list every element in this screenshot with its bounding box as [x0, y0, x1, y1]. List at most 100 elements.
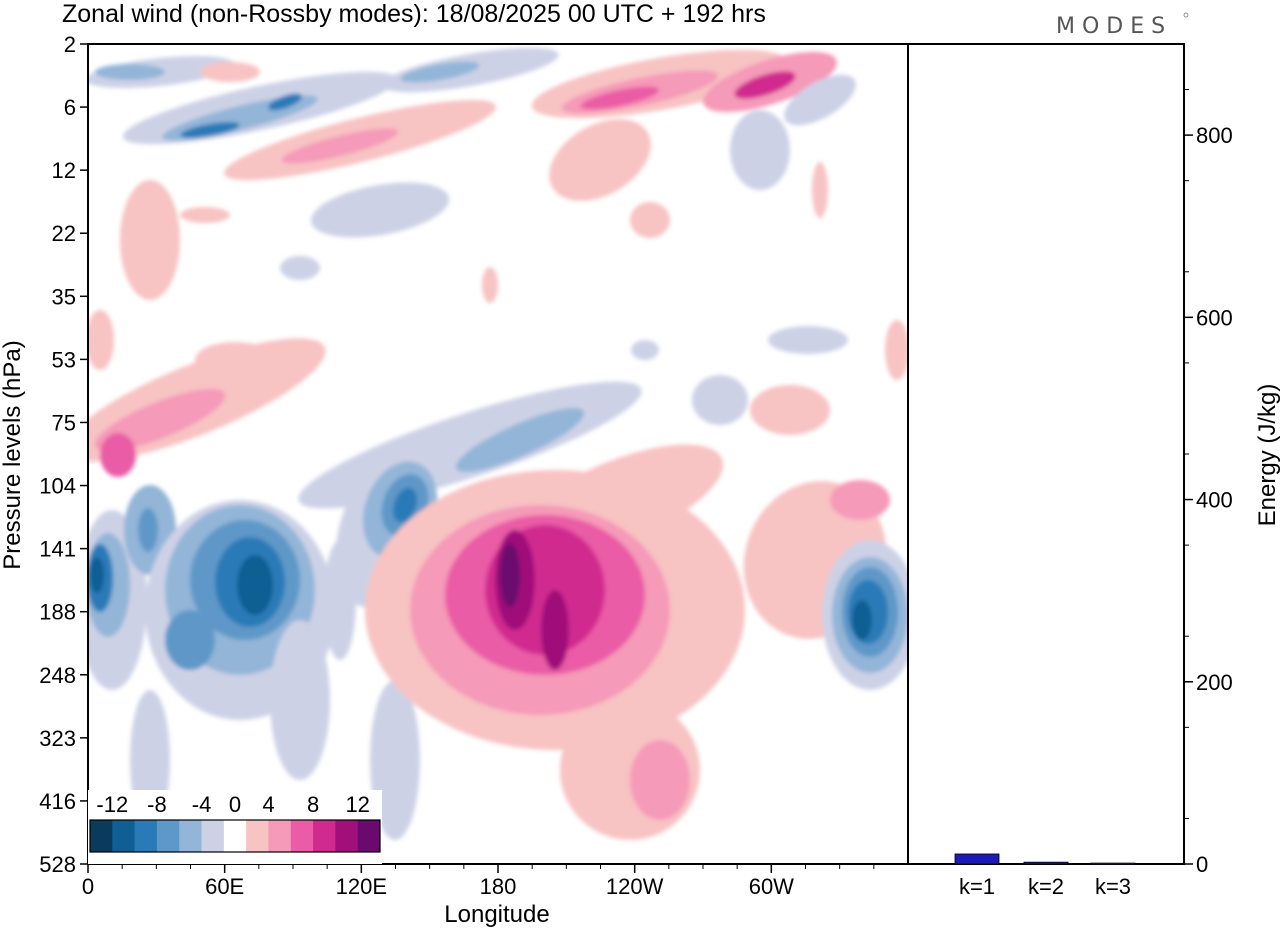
contour-neg-low-e1e — [237, 555, 273, 615]
contour-pos-upper-3b — [734, 71, 796, 99]
colorbar-label: 8 — [307, 792, 319, 817]
contour-neg-low-w1d — [90, 557, 104, 593]
colorbar-swatch — [268, 820, 292, 852]
colorbar-swatch — [357, 820, 381, 852]
colorbar-swatch — [90, 820, 113, 852]
x-tick-label: 120W — [606, 874, 664, 899]
energy-bars: k=1 k=2 k=3 — [954, 853, 1136, 899]
contour-neg-low-e3 — [270, 620, 330, 780]
contour-pos-mid-2 — [180, 207, 230, 223]
contour-pos-trop-4 — [750, 385, 830, 435]
x-tick-label: 60W — [749, 874, 794, 899]
energy-tick-label: 800 — [1196, 123, 1233, 148]
colorbar-swatches — [89, 819, 381, 853]
y-tick-label: 35 — [52, 284, 76, 309]
colorbar-label: -12 — [96, 792, 128, 817]
y-tick-label: 416 — [39, 789, 76, 814]
colorbar-label: 4 — [262, 792, 274, 817]
energy-y-axis: 0 200 400 600 800 — [1184, 89, 1233, 877]
contour-neg-trop-2 — [692, 375, 748, 425]
contour-neg-upper-2d — [267, 93, 303, 111]
contour-pos-low-e2 — [830, 480, 890, 520]
contour-neg-low-x1e — [852, 600, 872, 640]
y-tick-label: 248 — [39, 663, 76, 688]
contour-neg-mid-3 — [768, 326, 848, 354]
energy-category-label: k=2 — [1028, 874, 1064, 899]
contour-pos-mid-1 — [120, 180, 180, 300]
contour-neg-low-e4 — [370, 680, 420, 840]
contour-pos-upper-1b — [281, 128, 399, 164]
y-axis: 2 6 12 22 35 53 75 104 141 188 248 323 416 528 — [39, 32, 88, 877]
energy-category-label: k=1 — [959, 874, 995, 899]
contour-neg-low-c2 — [324, 540, 356, 660]
registered-mark-icon — [1183, 12, 1189, 18]
energy-axis-label: Energy (J/kg) — [1254, 384, 1280, 527]
contour-pos-trop-2 — [195, 342, 275, 378]
contour-pos-upper-2c — [580, 86, 660, 110]
x-axis: 0 60E 120E 180 120W 60W — [82, 864, 875, 899]
colorbar-label: 0 — [229, 792, 241, 817]
colorbar-labels: -12 -8 -4 0 4 8 12 — [96, 792, 370, 817]
energy-bar — [954, 853, 1000, 865]
contour-pos-upper-0 — [200, 62, 260, 82]
colorbar-swatch — [223, 820, 247, 852]
contour-neg-upper-2c — [180, 122, 240, 138]
y-tick-label: 12 — [52, 158, 76, 183]
y-tick-label: 188 — [39, 600, 76, 625]
contour-neg-mid-2 — [280, 256, 320, 280]
contour-neg-upper-1b — [95, 64, 165, 80]
colorbar-swatch — [156, 820, 180, 852]
colorbar-frame — [89, 819, 381, 853]
y-tick-label: 22 — [52, 221, 76, 246]
contour-pos-upper-4 — [549, 119, 651, 201]
colorbar-swatch — [313, 820, 336, 852]
contour-pos-trop-1b — [94, 388, 226, 452]
heatmap-field — [88, 47, 908, 840]
y-tick-label: 75 — [52, 410, 76, 435]
contour-neg-upper-4 — [784, 74, 856, 126]
contour-pos-trop-1c — [100, 433, 136, 477]
colorbar: -12 -8 -4 0 4 8 12 — [88, 790, 382, 864]
contour-pos-low-7 — [541, 590, 569, 670]
y-tick-label: 53 — [52, 347, 76, 372]
x-axis-label: Longitude — [444, 901, 549, 928]
colorbar-label: -8 — [147, 792, 167, 817]
energy-panel-frame — [907, 43, 1185, 865]
chart-title: Zonal wind (non-Rossby modes): 18/08/202… — [62, 0, 766, 28]
x-tick-label: 120E — [336, 874, 387, 899]
contour-neg-low-w2b — [138, 508, 158, 552]
y-tick-label: 528 — [39, 852, 76, 877]
energy-tick-label: 0 — [1196, 852, 1208, 877]
energy-tick-label: 200 — [1196, 670, 1233, 695]
x-tick-label: 180 — [480, 874, 517, 899]
contour-pos-low-6 — [500, 543, 520, 607]
y-tick-label: 141 — [39, 537, 76, 562]
contour-neg-upper-3b — [400, 61, 480, 83]
y-tick-label: 2 — [64, 32, 76, 57]
colorbar-swatch — [335, 820, 359, 852]
energy-category-label: k=3 — [1095, 874, 1131, 899]
colorbar-label: 12 — [345, 792, 369, 817]
colorbar-swatch — [246, 820, 269, 852]
contour-neg-mid-4 — [631, 340, 659, 360]
contour-pos-mid-3 — [482, 267, 498, 303]
contour-pos-mid-5 — [885, 320, 908, 380]
energy-tick-label: 600 — [1196, 305, 1233, 330]
colorbar-swatch — [290, 820, 314, 852]
x-tick-label: 0 — [82, 874, 94, 899]
y-axis-label: Pressure levels (hPa) — [0, 340, 26, 569]
contour-neg-low-c1d — [392, 487, 418, 523]
contour-neg-mid-1 — [310, 182, 450, 238]
energy-bar — [1090, 862, 1136, 865]
contour-pos-mid-4 — [812, 162, 828, 218]
contour-neg-low-e2 — [165, 610, 215, 670]
colorbar-swatch — [201, 820, 225, 852]
modes-logo: MODES — [1056, 14, 1172, 39]
colorbar-label: -4 — [192, 792, 212, 817]
energy-tick-label: 400 — [1196, 488, 1233, 513]
y-tick-label: 323 — [39, 726, 76, 751]
contour-neg-upper-5 — [730, 110, 790, 190]
energy-bar — [1023, 861, 1069, 865]
y-tick-label: 6 — [64, 95, 76, 120]
